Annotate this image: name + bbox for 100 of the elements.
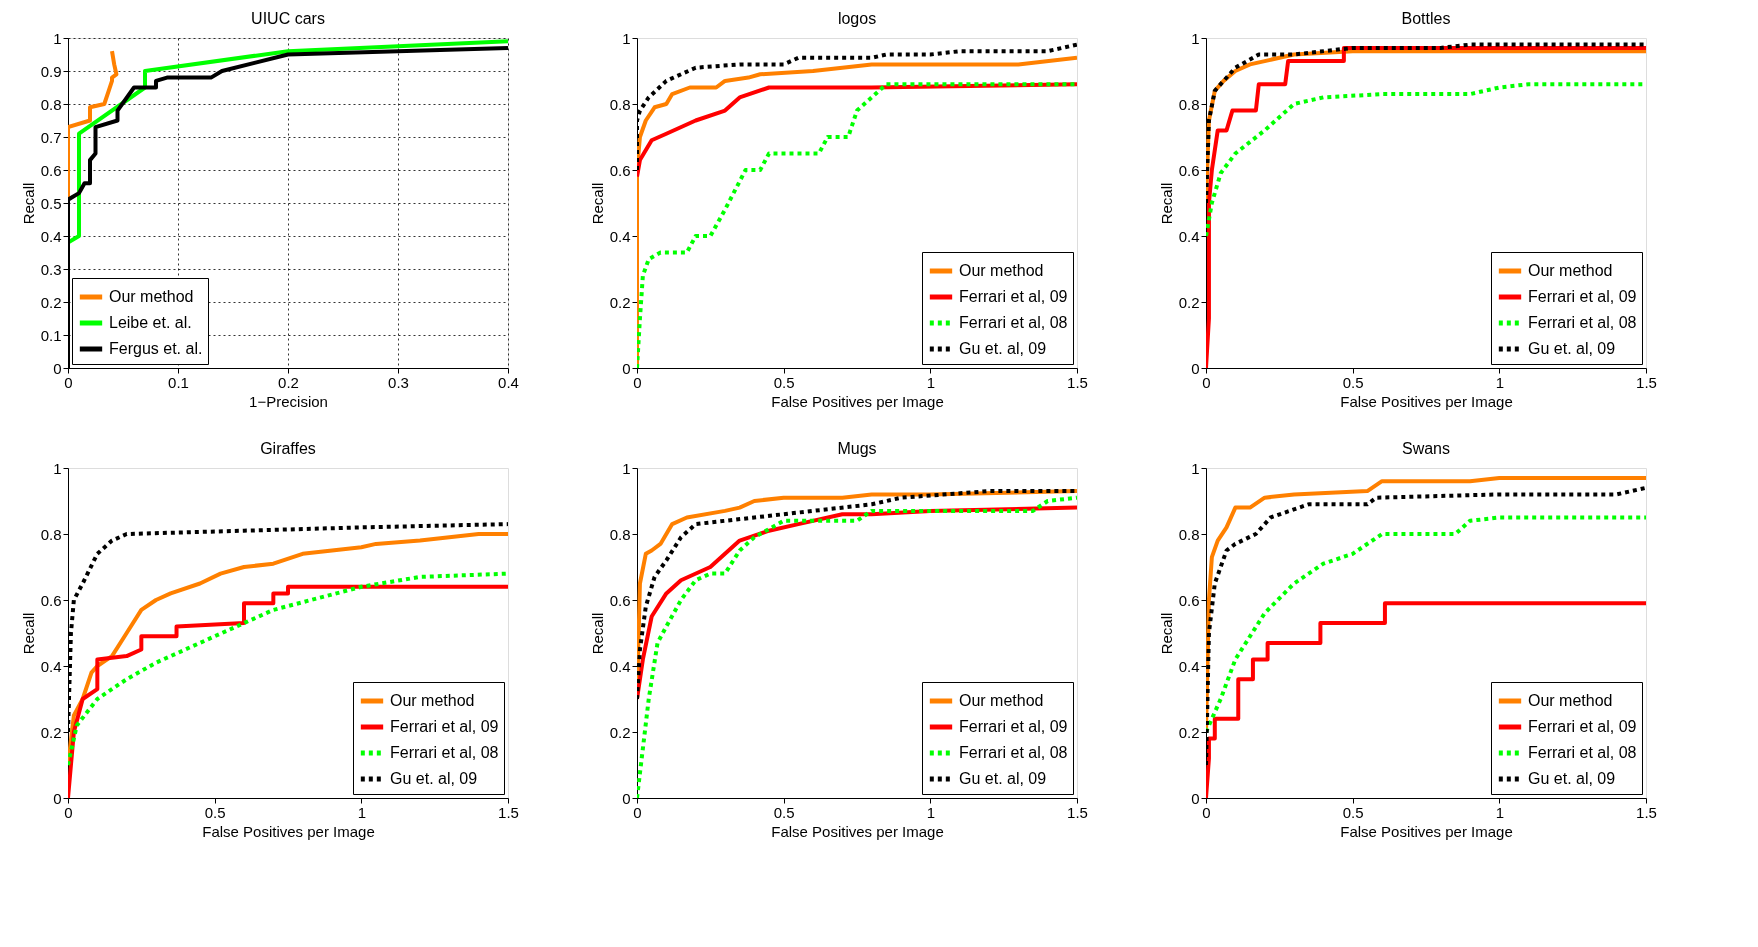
chart-title: Bottles — [1401, 10, 1451, 27]
y-tick-label: 0.6 — [1178, 591, 1200, 609]
legend-label: Fergus et. al. — [109, 340, 203, 357]
x-tick-label: 0.3 — [388, 373, 409, 391]
x-tick-label: 1 — [357, 803, 367, 821]
y-tick-label: 0.8 — [609, 95, 631, 113]
x-tick-label: 0 — [1202, 373, 1211, 391]
y-tick-label: 0.2 — [609, 293, 631, 311]
chart-title: logos — [837, 10, 877, 27]
y-tick-label: 0.6 — [1178, 161, 1200, 179]
y-tick-label: 0 — [53, 789, 62, 807]
y-tick-label: 1 — [53, 29, 62, 47]
y-tick-label: 0.6 — [609, 591, 631, 609]
x-tick-label: 0.5 — [773, 373, 795, 391]
y-axis-title: Recall — [1157, 612, 1175, 655]
legend-label: Our method — [1528, 262, 1613, 279]
x-tick-label: 0.2 — [278, 373, 299, 391]
y-tick-label: 1 — [622, 459, 631, 477]
x-tick-label: 1.5 — [498, 803, 519, 821]
legend-label: Ferrari et al, 09 — [1528, 288, 1637, 305]
y-tick-label: 0.4 — [40, 657, 62, 675]
x-axis-title: False Positives per Image — [771, 822, 944, 840]
x-axis-title: False Positives per Image — [1340, 822, 1513, 840]
x-axis-title: False Positives per Image — [771, 392, 944, 410]
x-tick-label: 1 — [1495, 803, 1505, 821]
y-tick-label: 0.4 — [1178, 657, 1200, 675]
x-tick-label: 0 — [633, 373, 642, 391]
y-tick-label: 0.8 — [40, 525, 62, 543]
y-tick-label: 0 — [1191, 789, 1200, 807]
legend-label: Our method — [1528, 692, 1613, 709]
legend-label: Ferrari et al, 09 — [1528, 718, 1637, 735]
x-tick-label: 1 — [926, 803, 936, 821]
line-series — [68, 571, 508, 767]
y-axis-title: Recall — [588, 612, 606, 655]
legend-label: Gu et. al, 09 — [1528, 340, 1616, 357]
y-tick-label: 0.7 — [40, 128, 62, 146]
y-axis-title: Recall — [588, 182, 606, 225]
legend-label: Ferrari et al, 08 — [1528, 314, 1637, 331]
legend-label: Ferrari et al, 08 — [959, 744, 1068, 761]
y-tick-label: 0 — [53, 359, 62, 377]
x-tick-label: 0.4 — [498, 373, 519, 391]
y-tick-label: 0.3 — [40, 260, 62, 278]
y-tick-label: 1 — [622, 29, 631, 47]
y-tick-label: 0.5 — [40, 194, 62, 212]
legend-label: Gu et. al, 09 — [959, 340, 1047, 357]
y-tick-label: 1 — [53, 459, 62, 477]
x-axis-title: False Positives per Image — [202, 822, 375, 840]
legend-label: Ferrari et al, 08 — [959, 314, 1068, 331]
x-tick-label: 0.5 — [1342, 803, 1364, 821]
legend-label: Gu et. al, 09 — [1528, 770, 1616, 787]
x-tick-label: 0 — [633, 803, 642, 821]
chart-title: Mugs — [837, 440, 877, 457]
legend-label: Gu et. al, 09 — [959, 770, 1047, 787]
legend-label: Ferrari et al, 09 — [390, 718, 499, 735]
x-tick-label: 1.5 — [1636, 373, 1657, 391]
y-tick-label: 0 — [1191, 359, 1200, 377]
legend-label: Our method — [109, 288, 194, 305]
y-tick-label: 0.2 — [609, 723, 631, 741]
legend-label: Our method — [959, 262, 1044, 279]
y-axis-title: Recall — [1157, 182, 1175, 225]
x-axis-title: False Positives per Image — [1340, 392, 1513, 410]
y-tick-label: 0 — [622, 789, 631, 807]
y-tick-label: 0.9 — [40, 62, 62, 80]
x-tick-label: 0.5 — [773, 803, 795, 821]
y-tick-label: 0.2 — [40, 293, 62, 311]
chart-title: Giraffes — [260, 440, 316, 457]
legend-label: Ferrari et al, 09 — [959, 288, 1068, 305]
y-tick-label: 1 — [1191, 459, 1200, 477]
chart-title: UIUC cars — [251, 10, 325, 27]
y-tick-label: 0.4 — [1178, 227, 1200, 245]
legend-label: Our method — [390, 692, 475, 709]
y-tick-label: 0.6 — [40, 591, 62, 609]
legend-label: Ferrari et al, 09 — [959, 718, 1068, 735]
x-tick-label: 1.5 — [1067, 373, 1088, 391]
x-tick-label: 0 — [64, 373, 73, 391]
x-axis-title: 1−Precision — [249, 392, 328, 410]
y-tick-label: 0.6 — [609, 161, 631, 179]
y-tick-label: 0.8 — [609, 525, 631, 543]
x-tick-label: 1 — [1495, 373, 1505, 391]
y-tick-label: 0.2 — [40, 723, 62, 741]
y-tick-label: 0.8 — [1178, 95, 1200, 113]
y-tick-label: 0.8 — [1178, 525, 1200, 543]
x-tick-label: 0.5 — [204, 803, 226, 821]
y-tick-label: 0.4 — [609, 657, 631, 675]
y-tick-label: 0.8 — [40, 95, 62, 113]
y-axis-title: Recall — [19, 612, 37, 655]
y-tick-label: 0.4 — [40, 227, 62, 245]
x-tick-label: 0.5 — [1342, 373, 1364, 391]
x-tick-label: 0 — [1202, 803, 1211, 821]
x-tick-label: 1.5 — [1067, 803, 1088, 821]
legend-label: Ferrari et al, 08 — [1528, 744, 1637, 761]
x-tick-label: 0.1 — [168, 373, 189, 391]
y-tick-label: 1 — [1191, 29, 1200, 47]
y-tick-label: 0.6 — [40, 161, 62, 179]
x-tick-label: 1.5 — [1636, 803, 1657, 821]
legend-label: Gu et. al, 09 — [390, 770, 478, 787]
y-tick-label: 0.2 — [1178, 723, 1200, 741]
x-tick-label: 0 — [64, 803, 73, 821]
y-axis-title: Recall — [19, 182, 37, 225]
y-tick-label: 0 — [622, 359, 631, 377]
